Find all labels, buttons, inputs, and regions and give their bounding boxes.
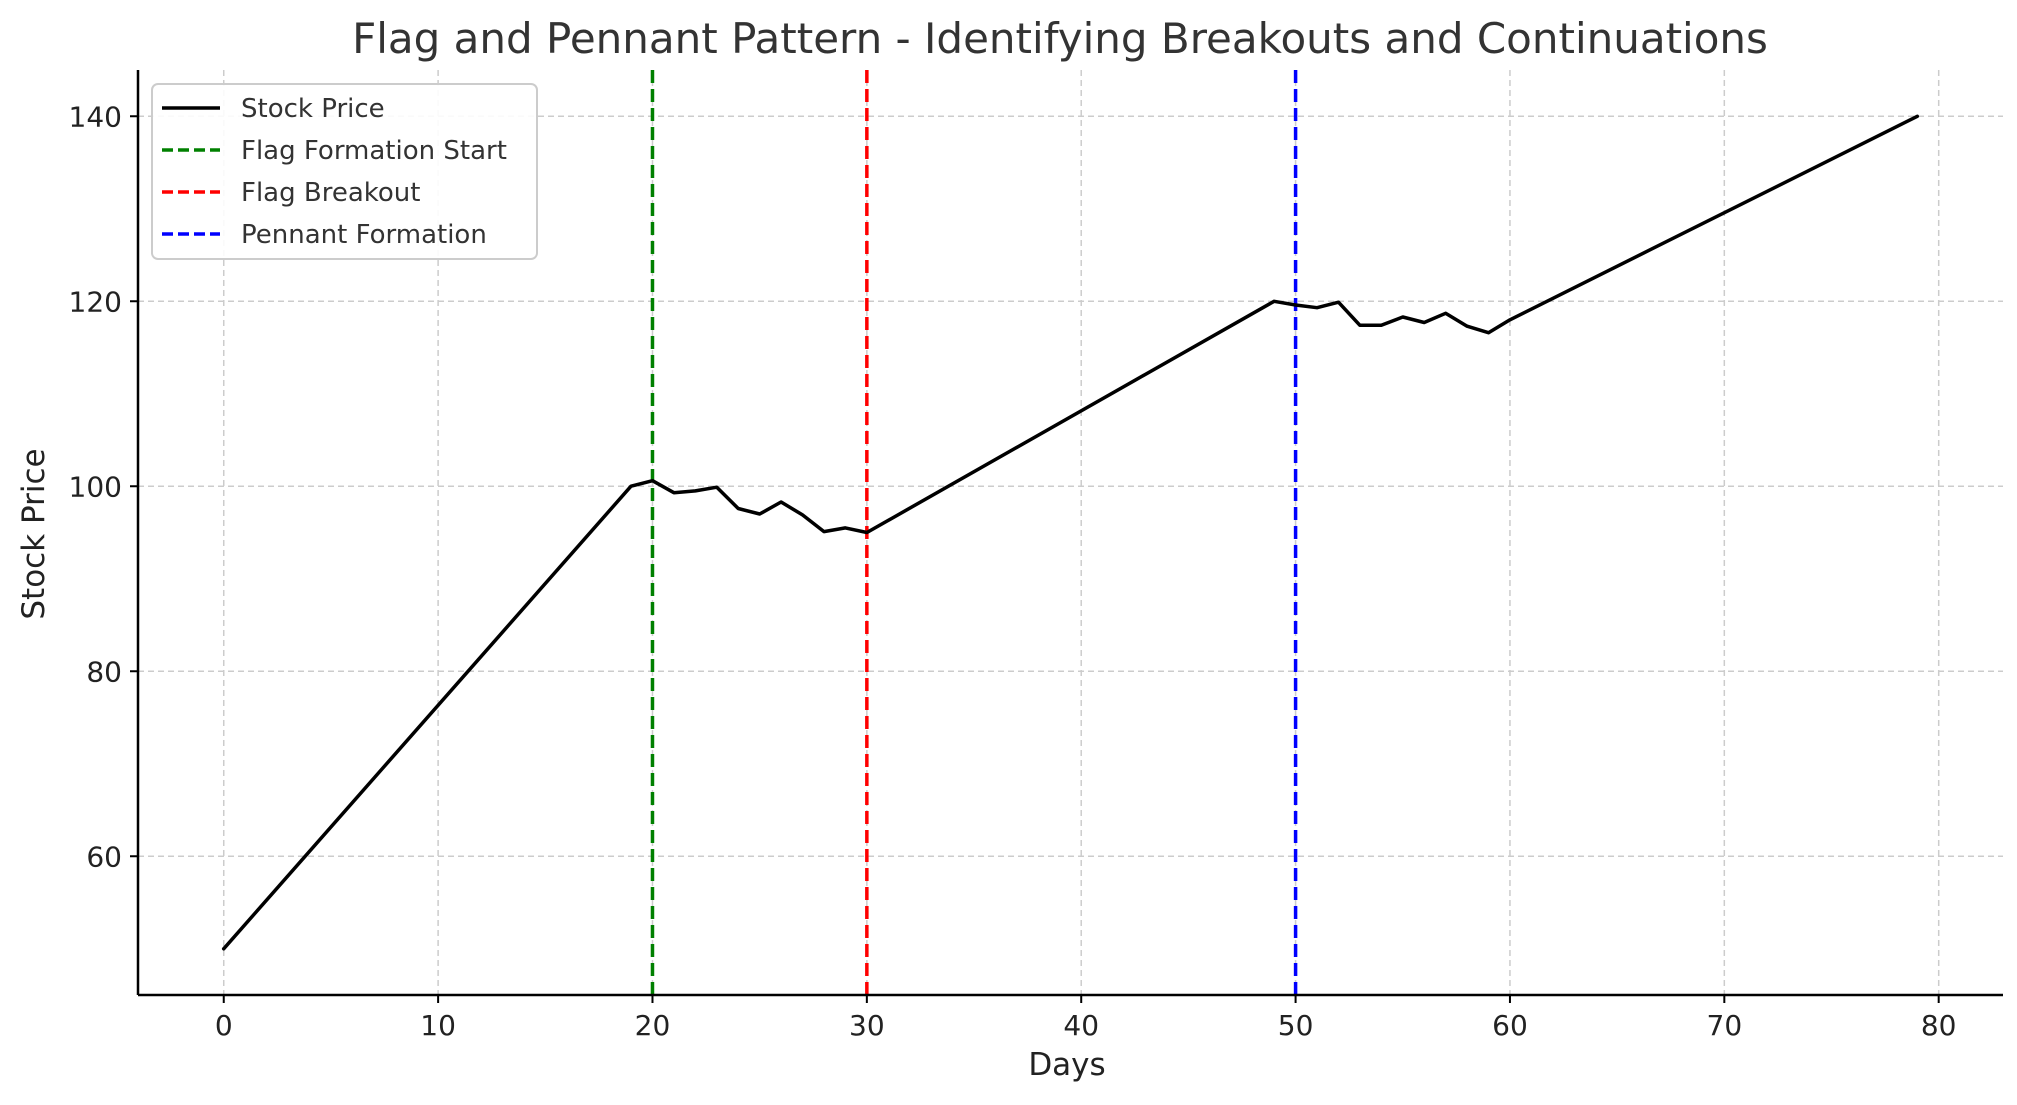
x-tick-label: 70	[1707, 1009, 1743, 1042]
legend-box	[151, 83, 538, 260]
legend-label: Flag Breakout	[241, 178, 420, 208]
x-tick-label: 80	[1921, 1009, 1957, 1042]
legend-label: Stock Price	[241, 94, 385, 124]
y-axis-label: Stock Price	[16, 448, 52, 619]
axes	[130, 70, 2003, 1003]
x-tick-label: 40	[1063, 1009, 1099, 1042]
legend-items: Stock Price Flag Formation Start Flag Brea…	[162, 94, 507, 250]
x-tick-label: 60	[1492, 1009, 1528, 1042]
price-line	[221, 114, 1920, 951]
legend-label: Flag Formation Start	[241, 136, 507, 166]
y-tick-label: 60	[86, 840, 122, 873]
legend: Stock Price Flag Formation Start Flag Brea…	[151, 83, 538, 260]
x-tick-label: 10	[420, 1009, 456, 1042]
y-tick-label: 100	[69, 470, 122, 503]
x-tick-label: 20	[635, 1009, 671, 1042]
y-tick-label: 120	[69, 285, 122, 318]
series-lines	[221, 114, 1920, 951]
chart-title: Flag and Pennant Pattern - Identifying B…	[352, 14, 1768, 63]
x-tick-label: 30	[849, 1009, 885, 1042]
y-tick-label: 80	[86, 655, 122, 688]
y-tick-label: 140	[69, 100, 122, 133]
x-axis-label: Days	[1028, 1047, 1105, 1083]
legend-label: Pennant Formation	[241, 220, 487, 250]
x-tick-label: 50	[1278, 1009, 1314, 1042]
tick-labels: 0 10 20 30 40 50 60 70 80 60 80 100 120 140	[69, 100, 1957, 1042]
x-tick-label: 0	[215, 1009, 233, 1042]
